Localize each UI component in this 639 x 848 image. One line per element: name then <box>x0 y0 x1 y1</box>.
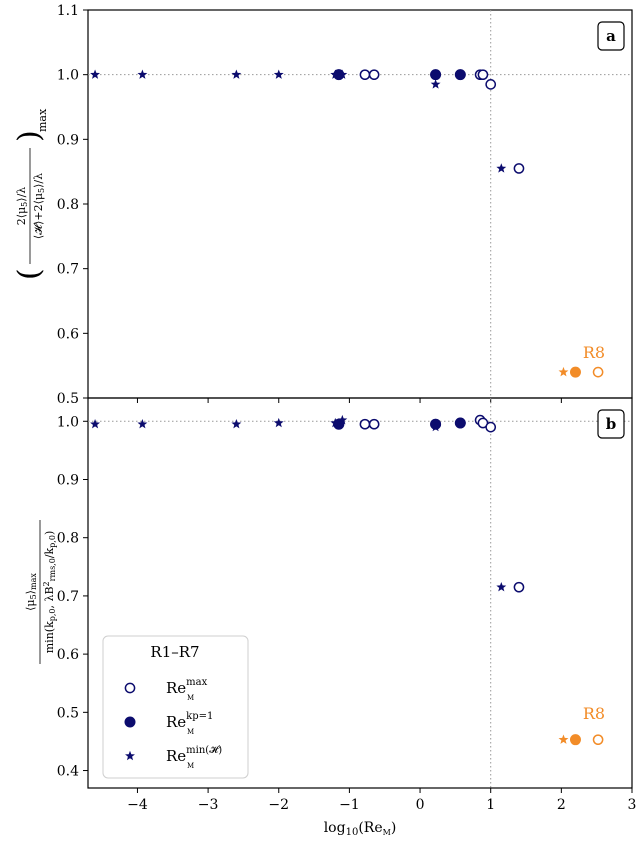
data-point-star <box>330 417 341 428</box>
y-tick-label: 0.9 <box>57 472 79 488</box>
data-point-open-circle <box>513 163 525 174</box>
data-point-star <box>496 163 507 173</box>
x-tick-label: 1 <box>486 797 495 813</box>
data-point-star <box>430 79 441 89</box>
y-tick-label: 0.8 <box>57 197 79 213</box>
y-tick-label: 0.7 <box>57 262 79 278</box>
data-point-open-circle <box>485 79 497 90</box>
legend-marker-filled-circle <box>124 716 136 728</box>
panel-a: 0.5 0.6 0.7 0.8 0.9 1.0 1.1 <box>57 3 633 407</box>
y-tick-label: 0.6 <box>57 326 79 342</box>
y-tick-label: 0.5 <box>57 391 79 407</box>
panel-b-frame <box>87 397 633 789</box>
svg-text:max: max <box>36 108 49 132</box>
x-tick-label: 2 <box>557 797 566 813</box>
data-point-star <box>337 69 348 79</box>
svg-text:): ) <box>12 130 47 142</box>
svg-text:2⟨μ5⟩/λ: 2⟨μ5⟩/λ <box>15 187 29 226</box>
legend: R1–R7 Remax M Rekp=1 M Remin(𝓗) M <box>102 635 249 779</box>
x-tick-label: −4 <box>127 797 148 813</box>
legend-marker-star <box>125 750 135 761</box>
r8-annotation-a: R8 <box>583 343 605 362</box>
y-tick-label: 0.8 <box>57 531 79 547</box>
svg-text:⟨𝓗⟩+2⟨μ5⟩/λ: ⟨𝓗⟩+2⟨μ5⟩/λ <box>32 173 46 239</box>
y-tick-label: 1.0 <box>57 68 79 84</box>
panel-b: 0.4 0.5 0.6 0.7 0.8 0.9 1.0 −4 −3 −2 −1 0 1 2 3 <box>57 398 637 813</box>
y-tick-label: 0.5 <box>57 705 79 721</box>
data-point-star <box>337 414 348 425</box>
legend-marker-open-circle <box>124 682 136 694</box>
y-tick-label: 0.9 <box>57 132 79 148</box>
data-point-star <box>90 69 101 79</box>
data-point-open-circle <box>592 366 604 378</box>
data-point-star <box>330 69 341 79</box>
svg-text:b: b <box>606 415 617 433</box>
legend-label: Rekp=1 M <box>166 711 213 736</box>
data-point-open-circle <box>477 69 489 81</box>
legend-label: Remin(𝓗) M <box>166 745 222 770</box>
data-point-open-circle <box>368 418 380 430</box>
data-point-star <box>430 421 441 432</box>
x-tick-label: −2 <box>268 797 289 813</box>
r8-annotation-b: R8 <box>583 704 605 723</box>
x-axis-label: log10(ReM) <box>324 820 397 838</box>
y-tick-label: 1.0 <box>57 414 79 430</box>
svg-text:⟨μ5⟩max: ⟨μ5⟩max <box>24 573 38 611</box>
y-tick-label: 0.4 <box>57 764 79 780</box>
data-point-open-circle <box>368 69 380 81</box>
data-point-star <box>231 418 242 429</box>
data-point-star <box>273 69 284 79</box>
data-point-star <box>273 417 284 428</box>
data-point-filled-circle <box>430 69 442 81</box>
panel-a-frame <box>87 9 633 399</box>
legend-title: R1–R7 <box>150 643 199 661</box>
y-tick-label: 1.1 <box>57 3 79 19</box>
data-point-star <box>137 418 148 429</box>
y-tick-label: 0.6 <box>57 647 79 663</box>
x-tick-label: −3 <box>198 797 219 813</box>
svg-text:(: ( <box>12 268 47 280</box>
data-point-filled-circle <box>454 69 466 81</box>
data-point-star <box>558 366 569 377</box>
y-tick-label: 0.7 <box>57 589 79 605</box>
svg-text:a: a <box>606 27 616 45</box>
data-point-star <box>496 581 507 592</box>
data-point-filled-circle <box>569 734 581 746</box>
x-tick-label: 3 <box>628 797 637 813</box>
data-point-open-circle <box>485 421 497 433</box>
data-point-open-circle <box>359 418 371 430</box>
data-point-star <box>231 69 242 79</box>
data-point-filled-circle <box>569 366 581 378</box>
data-point-open-circle <box>513 581 525 593</box>
data-point-filled-circle <box>454 417 466 429</box>
data-point-open-circle <box>359 69 371 81</box>
x-tick-label: 0 <box>416 797 425 813</box>
data-point-star <box>90 418 101 429</box>
panel-a-tag: a <box>597 21 625 51</box>
x-tick-label: −1 <box>339 797 360 813</box>
data-point-open-circle <box>592 734 604 746</box>
data-point-star <box>137 69 148 79</box>
panel-b-tag: b <box>597 409 625 439</box>
y-axis-label-a: ( ) 2⟨μ5⟩/λ ⟨𝓗⟩+2⟨μ5⟩/λ max <box>12 108 49 280</box>
svg-text:min(kp,0, λB2rms,0/kp,0): min(kp,0, λB2rms,0/kp,0) <box>42 531 57 654</box>
data-point-star <box>558 734 569 744</box>
legend-label: Remax M <box>166 677 208 702</box>
y-axis-label-b: ⟨μ5⟩max min(kp,0, λB2rms,0/kp,0) <box>24 520 57 664</box>
